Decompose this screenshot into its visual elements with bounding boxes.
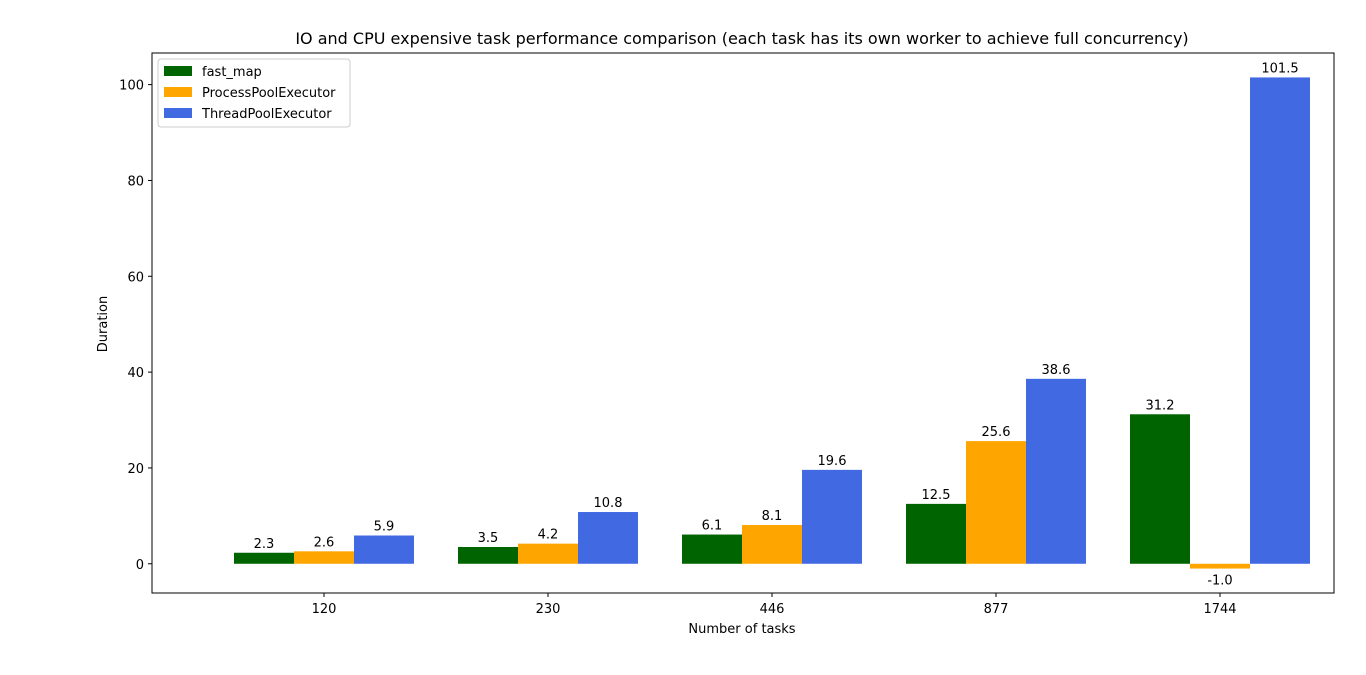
bar-fast_map-877 — [906, 503, 966, 564]
x-tick-label: 1744 — [1203, 602, 1236, 617]
legend-swatch-ProcessPoolExecutor — [164, 87, 192, 97]
data-label: 2.6 — [314, 535, 335, 550]
legend-swatch-fast_map — [164, 66, 192, 76]
data-label: 19.6 — [818, 454, 847, 469]
data-label: -1.0 — [1207, 574, 1232, 589]
data-label: 25.6 — [982, 425, 1011, 440]
x-tick-label: 877 — [984, 602, 1009, 617]
data-label: 4.2 — [538, 528, 559, 543]
bar-ProcessPoolExecutor-120 — [294, 551, 354, 564]
bar-ThreadPoolExecutor-446 — [802, 469, 862, 564]
bar-fast_map-1744 — [1130, 414, 1190, 564]
plot-frame — [151, 52, 1335, 594]
data-label: 5.9 — [374, 520, 395, 535]
y-tick-label: 0 — [136, 558, 144, 573]
legend-box — [157, 58, 351, 128]
data-label: 8.1 — [762, 509, 783, 524]
bar-ThreadPoolExecutor-120 — [354, 535, 414, 564]
bar-fast_map-230 — [458, 547, 518, 564]
bar-fast_map-446 — [682, 534, 742, 564]
data-label: 12.5 — [922, 488, 951, 503]
data-label: 38.6 — [1042, 363, 1071, 378]
bar-ProcessPoolExecutor-1744 — [1190, 563, 1250, 569]
x-tick-label: 120 — [312, 602, 337, 617]
bar-ProcessPoolExecutor-230 — [518, 543, 578, 564]
y-tick-label: 80 — [127, 174, 144, 189]
legend-swatch-ThreadPoolExecutor — [164, 108, 192, 118]
bar-ThreadPoolExecutor-877 — [1026, 378, 1086, 564]
bar-ThreadPoolExecutor-1744 — [1250, 77, 1310, 564]
y-axis-label: Duration — [96, 296, 111, 352]
y-tick-label: 40 — [127, 366, 144, 381]
bar-ProcessPoolExecutor-877 — [966, 441, 1026, 564]
chart-title: IO and CPU expensive task performance co… — [295, 29, 1188, 48]
legend-label-ThreadPoolExecutor: ThreadPoolExecutor — [201, 107, 332, 122]
y-tick-label: 60 — [127, 270, 144, 285]
bar-ProcessPoolExecutor-446 — [742, 524, 802, 564]
x-tick-label: 446 — [760, 602, 785, 617]
bar-fast_map-120 — [234, 552, 294, 564]
x-tick-label: 230 — [536, 602, 561, 617]
legend-label-ProcessPoolExecutor: ProcessPoolExecutor — [202, 86, 336, 101]
x-axis-label: Number of tasks — [688, 622, 795, 637]
data-label: 6.1 — [702, 519, 723, 534]
y-tick-label: 20 — [127, 462, 144, 477]
data-label: 10.8 — [594, 496, 623, 511]
y-tick-label: 100 — [119, 79, 144, 94]
data-label: 101.5 — [1261, 61, 1298, 76]
legend-label-fast_map: fast_map — [202, 65, 262, 80]
data-label: 3.5 — [478, 531, 499, 546]
data-label: 31.2 — [1146, 398, 1175, 413]
data-label: 2.3 — [254, 537, 275, 552]
bar-ThreadPoolExecutor-230 — [578, 512, 638, 564]
